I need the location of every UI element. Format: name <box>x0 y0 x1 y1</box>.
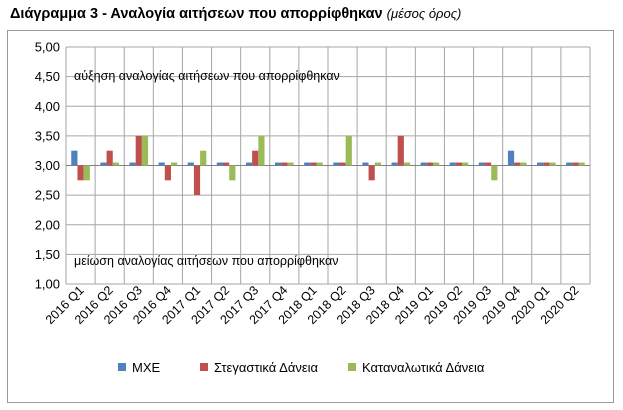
bar-mxe-5 <box>187 162 194 166</box>
annotation-decrease: μείωση αναλογίας αιτήσεων που απορρίφθηκ… <box>74 254 339 268</box>
bar-stegastika-2 <box>106 150 113 166</box>
bar-stegastika-8 <box>281 162 288 166</box>
legend-label-stegastika: Στεγαστικά Δάνεια <box>214 360 319 375</box>
bar-mxe-3 <box>129 162 136 166</box>
bar-mxe-10 <box>333 162 340 166</box>
annotation-increase: αύξηση αναλογίας αιτήσεων που απορρίφθηκ… <box>74 69 340 83</box>
legend-swatch-stegastika <box>200 363 208 371</box>
bar-mxe-1 <box>71 150 78 166</box>
y-tick-label: 4,00 <box>35 99 60 114</box>
bar-mxe-9 <box>304 162 311 166</box>
bar-katanalotika-11 <box>374 162 381 166</box>
bar-stegastika-3 <box>135 135 142 166</box>
bar-katanalotika-18 <box>578 162 585 166</box>
y-tick-label: 4,50 <box>35 69 60 84</box>
bar-stegastika-15 <box>485 162 492 166</box>
bar-stegastika-17 <box>543 162 550 166</box>
bar-mxe-14 <box>449 162 456 166</box>
bar-katanalotika-15 <box>491 165 498 181</box>
bar-stegastika-13 <box>426 162 433 166</box>
bar-mxe-11 <box>362 162 369 166</box>
bar-katanalotika-16 <box>520 162 527 166</box>
bar-stegastika-14 <box>455 162 463 166</box>
bar-mxe-15 <box>478 162 486 166</box>
y-tick-label: 1,00 <box>35 277 60 292</box>
legend-label-katanalotika: Καταναλωτικά Δάνεια <box>362 360 485 375</box>
chart-title: Διάγραμμα 3 - Αναλογία αιτήσεων που απορ… <box>10 6 461 22</box>
y-tick-label: 3,50 <box>35 128 60 143</box>
y-tick-label: 2,50 <box>35 188 60 203</box>
bar-katanalotika-10 <box>345 135 352 166</box>
bar-stegastika-10 <box>339 162 346 166</box>
chart-title-sub: (μέσος όρος) <box>386 6 462 21</box>
bar-katanalotika-2 <box>112 162 119 166</box>
bar-mxe-2 <box>100 162 107 166</box>
bar-mxe-8 <box>275 162 282 166</box>
bar-stegastika-6 <box>223 162 230 166</box>
legend-label-mxe: ΜΧΕ <box>132 360 161 375</box>
bar-katanalotika-12 <box>403 162 411 166</box>
bar-katanalotika-5 <box>200 150 207 166</box>
bar-mxe-7 <box>245 162 253 166</box>
bar-mxe-6 <box>216 162 224 166</box>
bar-katanalotika-17 <box>549 162 556 166</box>
bar-katanalotika-9 <box>316 162 323 166</box>
bar-mxe-4 <box>158 162 165 166</box>
bar-stegastika-11 <box>368 165 375 181</box>
chart-frame <box>7 30 614 403</box>
bar-series <box>71 135 585 196</box>
bar-katanalotika-1 <box>83 165 90 181</box>
y-tick-label: 5,00 <box>35 40 60 55</box>
bar-stegastika-5 <box>193 165 201 196</box>
bar-mxe-17 <box>537 162 544 166</box>
bar-katanalotika-7 <box>258 135 265 166</box>
bar-mxe-18 <box>566 162 573 166</box>
bar-stegastika-4 <box>164 165 171 181</box>
bar-stegastika-9 <box>310 162 317 166</box>
bar-katanalotika-8 <box>287 162 294 166</box>
bar-stegastika-16 <box>514 162 521 166</box>
chart-title-main: Διάγραμμα 3 - Αναλογία αιτήσεων που απορ… <box>10 6 383 22</box>
bar-stegastika-18 <box>572 162 579 166</box>
legend: ΜΧΕ Στεγαστικά Δάνεια Καταναλωτικά Δάνεια <box>118 360 485 375</box>
bar-katanalotika-4 <box>170 162 178 166</box>
grid-lines <box>65 46 591 285</box>
bar-katanalotika-14 <box>462 162 469 166</box>
bar-stegastika-7 <box>252 150 259 166</box>
legend-swatch-katanalotika <box>348 363 356 371</box>
bar-katanalotika-6 <box>229 165 236 181</box>
y-axis-ticks: 1,00 1,50 2,00 2,50 3,00 3,50 4,00 4,50 5,00 <box>35 40 60 292</box>
legend-swatch-mxe <box>118 363 126 371</box>
y-tick-label: 1,50 <box>35 247 60 262</box>
bar-mxe-13 <box>420 162 427 166</box>
y-tick-label: 2,00 <box>35 217 60 232</box>
bar-mxe-16 <box>507 150 515 166</box>
bar-stegastika-12 <box>397 135 404 166</box>
bar-katanalotika-3 <box>141 135 149 166</box>
bar-mxe-12 <box>391 162 398 166</box>
y-tick-label: 3,00 <box>35 158 60 173</box>
bar-katanalotika-13 <box>432 162 440 166</box>
bar-stegastika-1 <box>77 165 84 181</box>
